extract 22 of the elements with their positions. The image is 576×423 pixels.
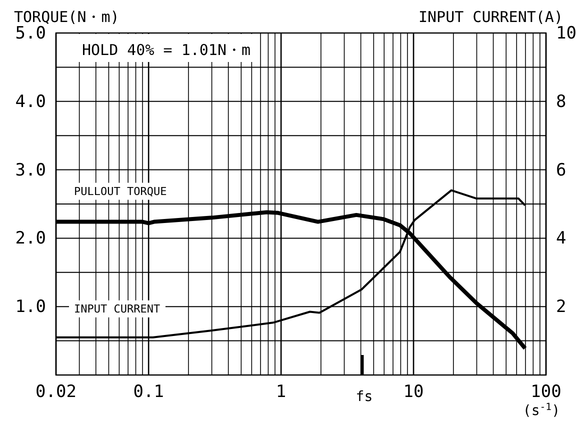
y-tick-label: 4.0 [15,92,46,112]
y-tick-label: 2.0 [15,228,46,249]
annotation: HOLD 40% = 1.01N・m [82,41,251,59]
x-tick-label: 10 [403,382,424,402]
y2-tick-label: 6 [556,160,566,180]
y2-tick-label: 8 [556,92,566,112]
y-axis-title: TORQUE(N・m) [14,8,120,26]
x-tick-label: 0.02 [36,382,76,402]
y2-tick-label: 2 [556,297,566,318]
x-tick-label: 100 [530,382,562,402]
x-tick-label: 1 [276,382,286,402]
ref-line-label: fs [356,389,373,405]
y2-axis-title: INPUT CURRENT(A) [418,8,563,26]
y2-tick-label: 10 [556,23,576,44]
x-tick-label: 0.1 [133,382,164,402]
y2-tick-label: 4 [556,228,566,249]
y-tick-label: 1.0 [15,297,46,318]
x-axis-title: (s$^{-1}$) [522,402,560,419]
y-tick-label: 3.0 [15,160,46,180]
y-tick-label: 5.0 [15,23,46,44]
series-label: INPUT CURRENT [74,302,160,316]
text: PULLOUT TORQUE [74,184,167,198]
